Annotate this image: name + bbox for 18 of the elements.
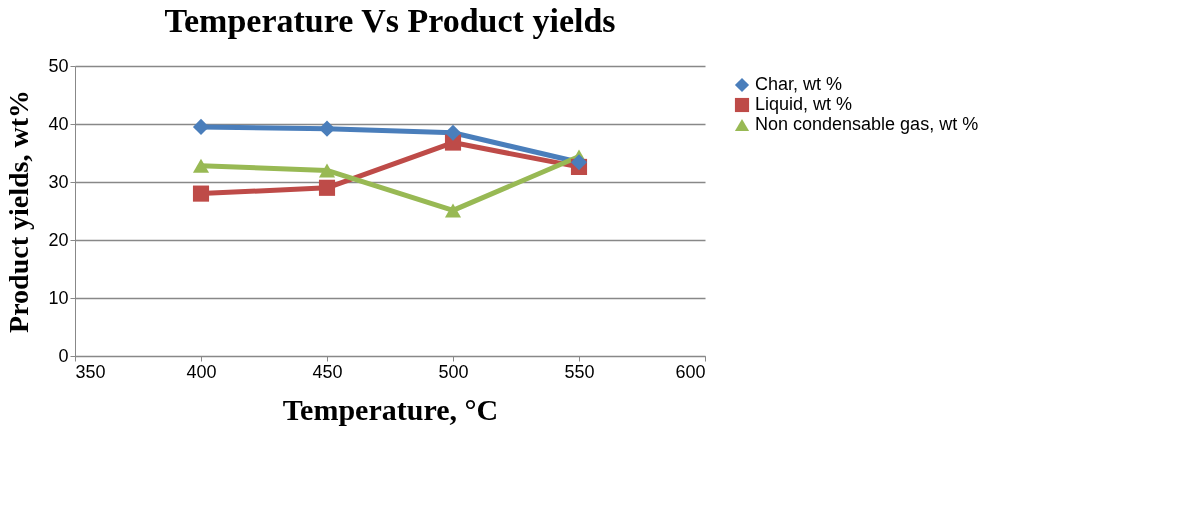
y-tick-label: 0 [58,345,69,366]
y-tick-label: 10 [48,287,69,308]
legend-label: Non condensable gas, wt % [755,114,979,134]
y-axis-title: Product yields, wt% [3,90,35,333]
y-tick-label: 30 [48,171,69,192]
x-tick-label: 550 [564,361,595,382]
x-axis-title: Temperature, °C [282,392,499,426]
x-tick-label: 500 [438,361,469,382]
y-tick-label: 40 [48,113,69,134]
x-tick-label: 400 [186,361,217,382]
x-tick-label: 600 [675,361,706,382]
y-tick-label: 50 [48,55,69,76]
x-tick-label: 350 [75,361,106,382]
legend-label: Char, wt % [755,74,843,94]
x-tick-label: 450 [312,361,343,382]
chart-title: Temperature Vs Product yields [164,2,616,39]
legend-label: Liquid, wt % [755,94,853,114]
y-tick-label: 20 [48,229,69,250]
